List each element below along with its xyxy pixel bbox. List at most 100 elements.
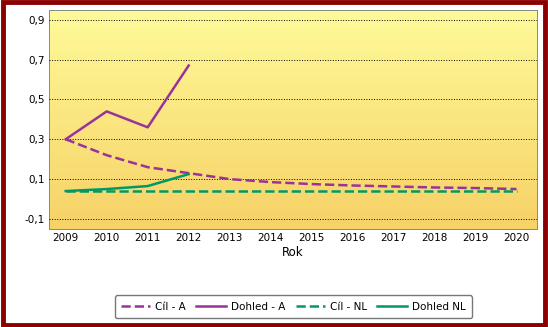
Bar xyxy=(49,51,537,52)
Bar xyxy=(49,133,537,134)
Bar xyxy=(49,17,537,18)
Bar xyxy=(49,145,537,146)
Bar xyxy=(49,118,537,119)
Bar xyxy=(49,181,537,182)
Bar xyxy=(49,82,537,83)
Bar xyxy=(49,122,537,123)
Bar xyxy=(49,172,537,173)
Bar xyxy=(49,75,537,76)
Bar xyxy=(49,26,537,27)
Bar xyxy=(49,143,537,144)
Bar xyxy=(49,65,537,66)
Bar xyxy=(49,176,537,177)
Bar xyxy=(49,86,537,87)
Bar xyxy=(49,10,537,11)
Bar xyxy=(49,12,537,13)
Bar xyxy=(49,150,537,151)
Bar xyxy=(49,104,537,105)
Bar xyxy=(49,79,537,80)
Bar xyxy=(49,123,537,124)
Cíl - A xyxy=(226,177,233,181)
Bar xyxy=(49,91,537,92)
Bar xyxy=(49,228,537,229)
Bar xyxy=(49,194,537,195)
Bar xyxy=(49,46,537,47)
Line: Dohled - A: Dohled - A xyxy=(66,66,189,139)
Cíl - NL xyxy=(513,189,520,193)
Bar xyxy=(49,206,537,207)
Bar xyxy=(49,22,537,23)
Cíl - A xyxy=(309,182,315,186)
Bar xyxy=(49,189,537,190)
Bar xyxy=(49,205,537,206)
Bar xyxy=(49,218,537,219)
Bar xyxy=(49,180,537,181)
Cíl - NL xyxy=(472,189,479,193)
Bar xyxy=(49,21,537,22)
Bar xyxy=(49,212,537,213)
Dohled NL xyxy=(104,187,110,191)
Bar xyxy=(49,11,537,12)
Bar xyxy=(49,78,537,79)
Bar xyxy=(49,13,537,14)
Bar xyxy=(49,33,537,34)
Bar xyxy=(49,53,537,54)
Bar xyxy=(49,163,537,164)
Bar xyxy=(49,94,537,95)
Cíl - NL xyxy=(267,189,274,193)
Bar xyxy=(49,175,537,176)
Bar xyxy=(49,15,537,16)
Bar xyxy=(49,20,537,21)
Bar xyxy=(49,38,537,39)
Bar xyxy=(49,227,537,228)
Bar xyxy=(49,144,537,145)
Bar xyxy=(49,121,537,122)
Bar xyxy=(49,160,537,161)
Bar xyxy=(49,103,537,104)
Bar xyxy=(49,127,537,128)
Bar xyxy=(49,152,537,153)
Bar xyxy=(49,202,537,203)
Bar xyxy=(49,44,537,45)
Bar xyxy=(49,111,537,112)
Dohled - A xyxy=(144,125,151,129)
Bar xyxy=(49,105,537,106)
Bar xyxy=(49,137,537,138)
Bar xyxy=(49,140,537,141)
Dohled NL xyxy=(144,184,151,188)
Line: Cíl - A: Cíl - A xyxy=(66,139,517,189)
Dohled NL xyxy=(185,172,192,176)
Bar xyxy=(49,80,537,81)
Cíl - A xyxy=(431,185,438,189)
Bar xyxy=(49,156,537,157)
Bar xyxy=(49,28,537,29)
Bar xyxy=(49,220,537,221)
Bar xyxy=(49,16,537,17)
Bar xyxy=(49,45,537,46)
Bar xyxy=(49,195,537,196)
Bar xyxy=(49,92,537,93)
Dohled NL xyxy=(62,189,69,193)
Bar xyxy=(49,201,537,202)
Bar xyxy=(49,73,537,74)
Bar xyxy=(49,210,537,211)
Bar xyxy=(49,23,537,24)
Cíl - NL xyxy=(349,189,356,193)
Bar xyxy=(49,179,537,180)
Bar xyxy=(49,54,537,55)
Bar xyxy=(49,48,537,49)
Bar xyxy=(49,50,537,51)
Bar xyxy=(49,162,537,163)
Bar xyxy=(49,29,537,30)
Bar xyxy=(49,67,537,68)
Bar xyxy=(49,43,537,44)
Bar xyxy=(49,62,537,63)
Bar xyxy=(49,59,537,60)
Bar xyxy=(49,208,537,209)
Bar xyxy=(49,112,537,113)
Cíl - A xyxy=(390,184,397,188)
Cíl - NL xyxy=(185,189,192,193)
Bar xyxy=(49,36,537,37)
Bar xyxy=(49,224,537,225)
Bar xyxy=(49,130,537,131)
